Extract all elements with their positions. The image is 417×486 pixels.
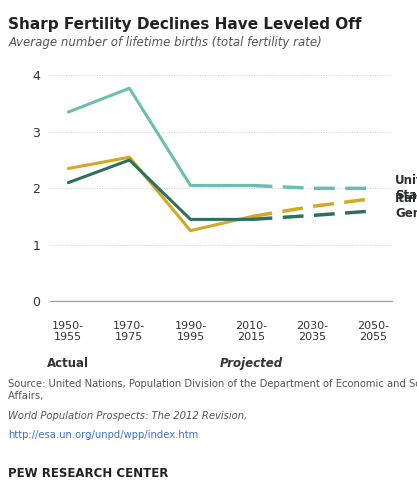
Text: 2010-
2015: 2010- 2015 [236,321,268,342]
Text: Source: United Nations, Population Division of the Department of Economic and So: Source: United Nations, Population Divis… [8,379,417,400]
Text: United
States: United States [395,174,417,202]
Text: Italy: Italy [395,192,417,205]
Text: Actual: Actual [48,357,89,370]
Text: PEW RESEARCH CENTER: PEW RESEARCH CENTER [8,467,169,480]
Text: 1950-
1955: 1950- 1955 [52,321,84,342]
Text: 2050-
2055: 2050- 2055 [358,321,390,342]
Text: 1970-
1975: 1970- 1975 [113,321,146,342]
Text: http://esa.un.org/unpd/wpp/index.htm: http://esa.un.org/unpd/wpp/index.htm [8,430,198,440]
Text: 2030-
2035: 2030- 2035 [296,321,329,342]
Text: 1990-
1995: 1990- 1995 [174,321,206,342]
Text: Germany: Germany [395,207,417,220]
Text: Sharp Fertility Declines Have Leveled Off: Sharp Fertility Declines Have Leveled Of… [8,17,362,32]
Text: Average number of lifetime births (total fertility rate): Average number of lifetime births (total… [8,36,322,50]
Text: World Population Prospects: The 2012 Revision,: World Population Prospects: The 2012 Rev… [8,411,248,421]
Text: Projected: Projected [220,357,283,370]
